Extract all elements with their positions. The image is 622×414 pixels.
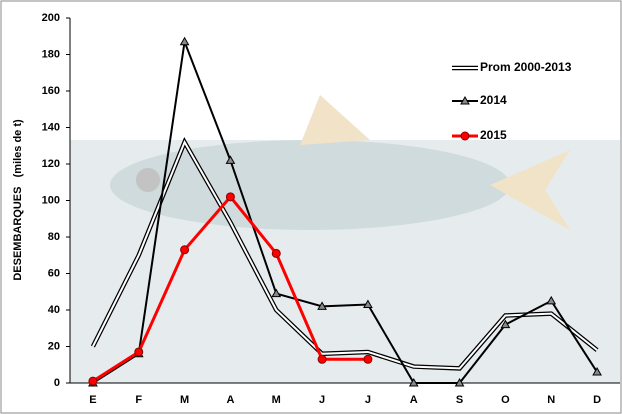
x-tick-label: N — [547, 394, 555, 406]
fish-fin — [300, 95, 370, 145]
y-tick-label: 140 — [42, 121, 60, 133]
y-tick-label: 100 — [42, 194, 60, 206]
x-tick-label: S — [456, 394, 463, 406]
y-tick-label: 0 — [54, 377, 60, 389]
point-marker — [180, 245, 190, 255]
plot: 0 20 40 60 80 100 120 140 160 180 200 E F M A M J J A S O N D P… — [42, 12, 602, 406]
point-marker — [317, 354, 327, 364]
legend-marker — [460, 131, 470, 141]
y-axis-label: DESEMBARQUES (miles de t) — [12, 119, 24, 281]
point-marker — [225, 155, 236, 164]
fish-tail — [490, 150, 570, 230]
x-tick-label: A — [226, 394, 234, 406]
legend-label: 2014 — [480, 93, 507, 107]
y-tick-label: 120 — [42, 158, 60, 170]
point-marker — [363, 354, 373, 364]
point-marker — [179, 36, 190, 46]
legend-marker — [460, 95, 470, 105]
point-marker — [408, 377, 419, 387]
point-marker — [225, 192, 235, 202]
y-tick-label: 60 — [48, 267, 60, 279]
x-tick-label: D — [593, 394, 601, 406]
y-tick-label: 40 — [48, 304, 60, 316]
point-marker — [500, 319, 511, 329]
x-tick-label: M — [180, 394, 189, 406]
y-tick-label: 160 — [42, 85, 60, 97]
legend-label: 2015 — [480, 128, 507, 142]
x-tick-label: O — [501, 394, 510, 406]
x-tick-label: A — [410, 394, 418, 406]
x-tick-label: E — [89, 394, 96, 406]
point-marker — [363, 299, 373, 309]
point-marker — [134, 347, 144, 357]
y-tick-label: 180 — [42, 48, 60, 60]
fish-eye — [136, 168, 160, 192]
y-tick-label: 80 — [48, 231, 60, 243]
y-tick-label: 20 — [48, 340, 60, 352]
y-tick-label: 200 — [42, 12, 60, 24]
x-tick-label: J — [319, 394, 325, 406]
fish-background — [70, 95, 620, 383]
series-line — [92, 37, 598, 384]
series-line — [92, 139, 598, 370]
legend-label: Prom 2000-2013 — [480, 60, 572, 74]
point-marker — [317, 301, 327, 310]
point-marker — [546, 295, 557, 305]
point-marker — [592, 367, 602, 376]
point-marker — [88, 376, 98, 386]
water — [70, 140, 620, 383]
fish-body — [110, 140, 510, 230]
point-marker — [271, 248, 281, 258]
x-tick-label: J — [365, 394, 371, 406]
x-tick-label: M — [272, 394, 281, 406]
x-tick-label: F — [135, 394, 142, 406]
point-marker — [271, 288, 282, 298]
point-marker — [454, 377, 465, 387]
